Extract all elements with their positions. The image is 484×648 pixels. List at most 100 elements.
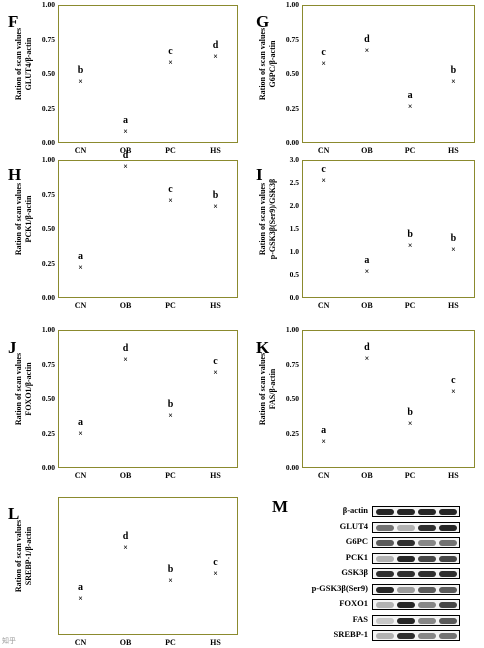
blot-band	[439, 509, 457, 515]
significance-letter: c	[321, 163, 326, 175]
x-category-label: OB	[119, 638, 132, 647]
significance-letter: d	[122, 531, 129, 543]
data-point: ×	[213, 52, 218, 62]
panel-letter-G: G	[256, 12, 270, 31]
data-point: ×	[451, 77, 456, 87]
y-axis-label-line1: Ration of scan values	[258, 27, 267, 101]
blot-band	[397, 617, 415, 624]
significance-letter: b	[450, 232, 457, 244]
blot-band	[439, 586, 457, 593]
x-category-label: HS	[448, 301, 459, 310]
y-axis-label-line1: Ration of scan values	[14, 519, 23, 593]
blot-row-label: GSK3β	[341, 567, 368, 577]
significance-letter: b	[167, 564, 174, 576]
data-point: ×	[78, 428, 83, 438]
blot-band	[397, 524, 415, 531]
y-axis-label-line2: G6PC/β-actin	[268, 40, 277, 88]
y-tick-label: 2.5	[289, 178, 299, 187]
data-point: ×	[123, 126, 128, 136]
x-category-label: CN	[317, 301, 330, 310]
x-category-label: HS	[210, 146, 221, 155]
y-axis-label-line1: Ration of scan values	[258, 182, 267, 256]
data-point: ×	[321, 59, 326, 69]
blot-strip	[372, 614, 460, 626]
blot-band	[376, 555, 394, 562]
blot-band	[397, 540, 415, 546]
y-axis-label-line2: SREBP-1/β-actin	[24, 526, 33, 586]
blot-band	[439, 571, 457, 577]
significance-letter: b	[212, 189, 219, 201]
blot-band	[439, 617, 457, 624]
y-axis-label-line2: FOXO1/β-actin	[24, 362, 33, 416]
panel-letter-H: H	[8, 165, 22, 184]
data-point: ×	[451, 244, 456, 254]
x-category-label: HS	[448, 146, 459, 155]
y-axis-label-K: Ration of scan values FAS/β-actin	[258, 320, 278, 458]
blot-band	[397, 602, 415, 608]
significance-letter: a	[407, 90, 413, 102]
plot-frame-G	[302, 5, 475, 143]
data-point: ×	[407, 418, 413, 428]
plot-frame-I	[302, 160, 475, 298]
y-tick-label: 0.0	[289, 293, 299, 302]
blot-row-label: GLUT4	[339, 520, 368, 531]
data-point: ×	[321, 175, 326, 185]
blot-row-label: FAS	[352, 613, 368, 624]
y-axis-label-line1: Ration of scan values	[258, 352, 267, 426]
blot-row-label: p-GSK3β(Ser9)	[311, 582, 368, 593]
significance-letter: b	[450, 65, 457, 77]
blot-band	[397, 555, 415, 562]
blot-band	[439, 540, 457, 546]
blot-band	[376, 633, 394, 639]
blot-band	[376, 509, 394, 515]
significance-letter: b	[167, 398, 174, 410]
y-tick-label: 1.00	[285, 325, 299, 334]
y-tick-label: 0.75	[285, 34, 299, 44]
x-category-label: CN	[317, 471, 330, 480]
plot-frame-F	[58, 5, 238, 143]
significance-letter: a	[321, 424, 327, 436]
y-axis-label-line2: GLUT4/β-actin	[24, 37, 33, 91]
x-category-label: CN	[74, 638, 87, 647]
y-tick-label: 0.50	[41, 69, 55, 78]
panel-letter-J: J	[8, 338, 17, 357]
significance-letter: b	[407, 406, 413, 418]
x-category-label: HS	[210, 301, 221, 310]
blot-band	[397, 509, 415, 515]
data-point: ×	[364, 353, 370, 363]
x-category-label: OB	[119, 471, 132, 480]
x-category-label: OB	[119, 146, 132, 155]
blot-band	[418, 571, 436, 577]
y-axis-label-G: Ration of scan values G6PC/β-actin	[258, 0, 278, 133]
y-tick-label: 1.0	[289, 247, 299, 256]
y-tick-label: 0.00	[41, 463, 55, 472]
panel-letter-M: M	[272, 497, 289, 516]
significance-letter: a	[78, 582, 83, 594]
y-tick-label: 0.75	[41, 34, 55, 44]
significance-letter: d	[212, 40, 219, 52]
significance-letter: d	[364, 341, 370, 353]
blot-strip	[372, 599, 460, 610]
blot-strip	[372, 552, 460, 564]
panel-letter-F: F	[8, 12, 19, 31]
plot-frame-H	[58, 160, 238, 298]
blot-band	[376, 571, 394, 577]
significance-letter: c	[451, 375, 456, 387]
y-axis-label-H: Ration of scan values PCK1/β-actin	[14, 150, 34, 288]
x-category-label: OB	[119, 301, 132, 310]
y-axis-label-L: Ration of scan values SREBP-1/β-actin	[14, 487, 34, 625]
y-tick-label: 0.50	[41, 394, 55, 403]
y-axis-label-line2: p-GSK3β(Ser9)/GSK3β	[268, 178, 277, 260]
y-axis-label-line1: Ration of scan values	[14, 27, 23, 101]
x-category-label: CN	[74, 471, 87, 480]
significance-letter: c	[213, 557, 218, 569]
data-point: ×	[78, 262, 83, 272]
y-tick-label: 0.00	[41, 293, 55, 302]
data-point: ×	[78, 594, 83, 604]
y-tick-label: 3.0	[289, 155, 299, 164]
blot-band	[376, 617, 394, 624]
blot-strip	[372, 583, 460, 595]
blot-row-label: FOXO1	[339, 598, 368, 608]
western-blot-panel: M β-actin GLUT4 G6PC PCK1 GSK3β p-GSK3β(Ser9)…	[268, 495, 468, 643]
significance-letter: a	[123, 114, 128, 126]
